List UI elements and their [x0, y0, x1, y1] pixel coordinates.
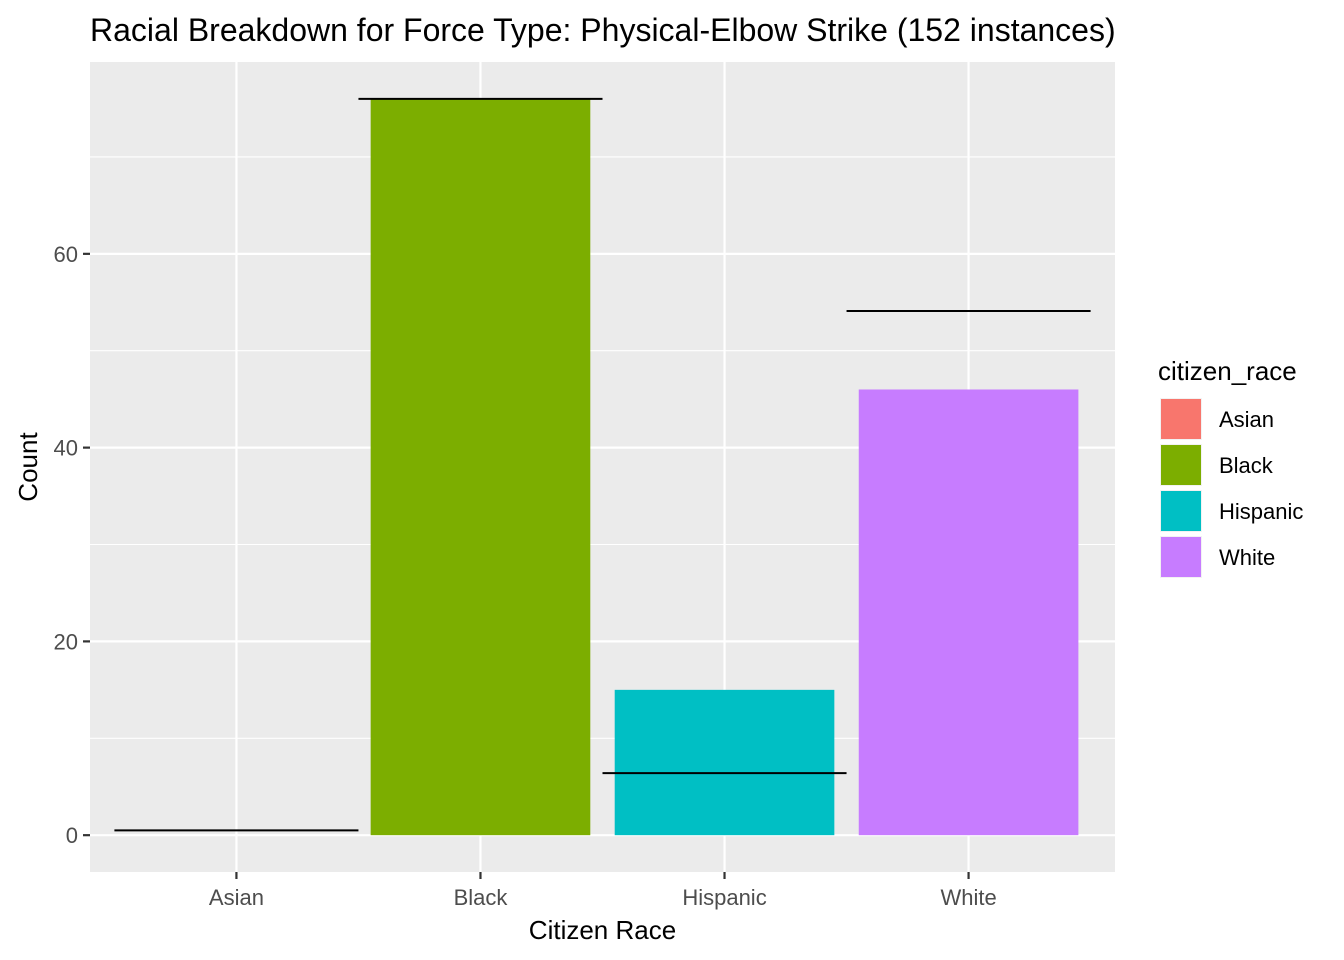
bar-hispanic [614, 689, 835, 836]
legend: citizen_race Asian Black Hispanic White [1158, 356, 1303, 578]
legend-items: Asian Black Hispanic White [1160, 398, 1303, 578]
legend-swatch-asian [1161, 399, 1201, 439]
bar-black [370, 98, 591, 836]
bar-white [858, 389, 1079, 836]
legend-label-asian: Asian [1219, 407, 1274, 432]
legend-title: citizen_race [1158, 356, 1297, 386]
legend-swatch-hispanic [1161, 491, 1201, 531]
y-tick-label: 60 [54, 242, 78, 267]
x-tick-label: Black [454, 885, 509, 910]
y-tick-label: 20 [54, 629, 78, 654]
legend-swatch-black [1161, 445, 1201, 485]
legend-label-hispanic: Hispanic [1219, 499, 1303, 524]
x-tick-label: Hispanic [682, 885, 766, 910]
legend-swatch-white [1161, 537, 1201, 577]
x-tick-label: White [940, 885, 996, 910]
x-axis: Asian Black Hispanic White [209, 872, 997, 910]
bars-group [370, 98, 1079, 836]
x-tick-label: Asian [209, 885, 264, 910]
x-axis-title: Citizen Race [529, 915, 676, 945]
reference-lines-group [114, 97, 1091, 832]
legend-label-black: Black [1219, 453, 1274, 478]
chart-title: Racial Breakdown for Force Type: Physica… [90, 12, 1116, 48]
y-axis: 0 20 40 60 [54, 242, 90, 848]
y-tick-label: 40 [54, 436, 78, 461]
y-tick-label: 0 [66, 823, 78, 848]
legend-label-white: White [1219, 545, 1275, 570]
y-axis-title: Count [13, 432, 43, 502]
